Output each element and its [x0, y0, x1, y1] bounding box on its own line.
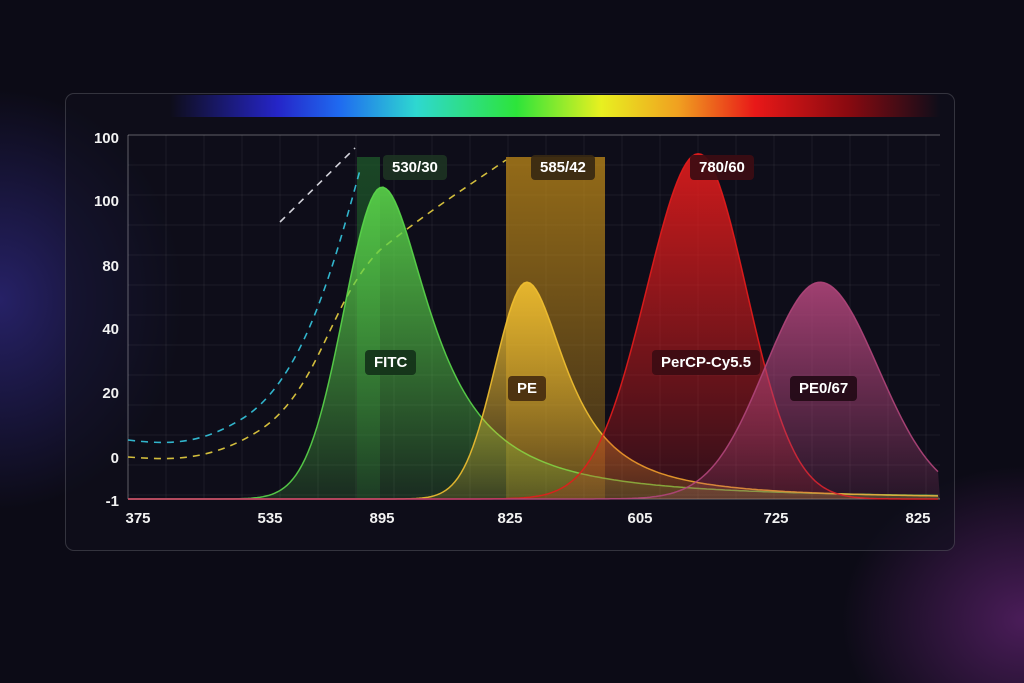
x-tick-label: 825 [497, 510, 522, 527]
series-label-PerCP-Cy5.5: PerCP-Cy5.5 [652, 350, 761, 375]
peak-area-PerCP-Cy5.5 [128, 153, 940, 500]
spectrum-gradient-bar [170, 95, 940, 117]
x-tick-label: 895 [369, 510, 394, 527]
dashed-curve-2 [127, 159, 507, 460]
peak-area-PE0/67 [128, 282, 940, 499]
x-tick-label: 825 [905, 510, 930, 527]
peak-area-FITC [128, 187, 940, 499]
peak-outline-PE0/67 [128, 281, 939, 500]
x-tick-label: 375 [125, 510, 150, 527]
y-tick-label: 100 [94, 193, 119, 210]
y-tick-label: 0 [111, 450, 119, 467]
x-tick-label: 725 [763, 510, 788, 527]
y-tick-label: -1 [106, 493, 119, 510]
filter-band-label-530/30: 530/30 [383, 155, 447, 180]
series-label-PE: PE [508, 376, 547, 401]
y-tick-label: 20 [102, 385, 119, 402]
y-tick-label: 80 [102, 258, 119, 275]
y-tick-label: 100 [94, 130, 119, 147]
series-label-FITC: FITC [365, 350, 417, 375]
dashed-curve-1 [127, 169, 361, 444]
y-tick-label: 40 [102, 321, 119, 338]
filter-band-label-780/60: 780/60 [690, 155, 754, 180]
filter-band-label-585/42: 585/42 [531, 155, 595, 180]
x-tick-label: 535 [257, 510, 282, 527]
dashed-curve-3 [279, 147, 356, 223]
series-label-PE0/67: PE0/67 [790, 376, 858, 401]
x-tick-label: 605 [627, 510, 652, 527]
